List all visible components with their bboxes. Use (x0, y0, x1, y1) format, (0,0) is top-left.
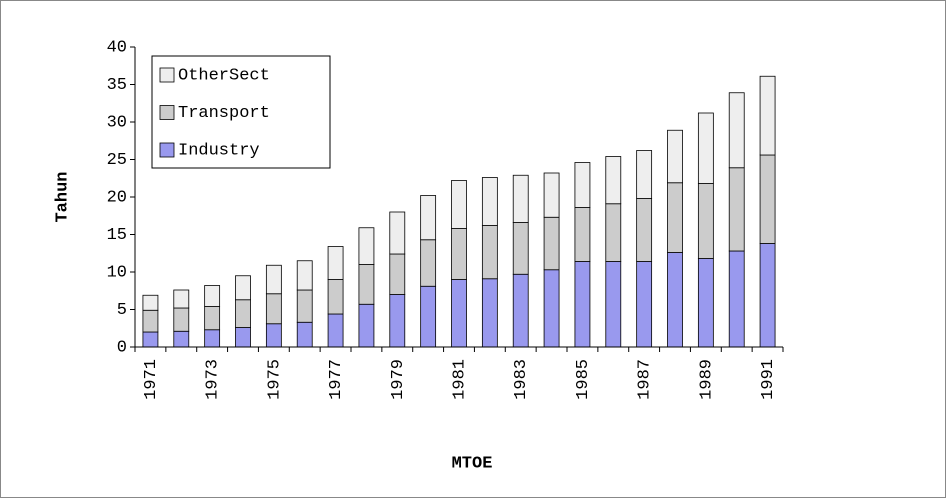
bar-segment (142, 309, 159, 333)
bar-segment (605, 261, 622, 348)
bar-segment (636, 150, 653, 199)
y-tick-label: 0 (117, 338, 127, 357)
y-tick-label: 20 (107, 188, 127, 207)
bar-segment (420, 195, 437, 241)
bar-segment (543, 172, 560, 218)
bar-segment (481, 225, 498, 280)
x-tick-label: 1983 (512, 359, 531, 400)
bar-segment (451, 180, 467, 229)
x-tick-label: 1989 (697, 359, 716, 400)
bar-segment (667, 182, 683, 253)
bar-segment (358, 264, 375, 305)
x-tick-label: 1979 (389, 359, 408, 400)
bar-segment (451, 279, 467, 348)
bar-segment (512, 174, 529, 223)
legend-swatch (159, 67, 175, 83)
bar-segment (296, 289, 313, 323)
bar-segment (142, 294, 159, 311)
bar-segment (759, 243, 776, 348)
bar-segment (235, 327, 251, 348)
y-axis-title: Tahun (53, 171, 72, 222)
y-tick-label: 35 (107, 76, 127, 95)
bar-segment (667, 129, 683, 184)
bar-segment (142, 331, 159, 348)
bar-segment (543, 216, 560, 271)
x-tick-label: 1987 (636, 359, 655, 400)
bar-segment (543, 269, 560, 348)
bar-segment (574, 261, 591, 348)
x-tick-label: 1985 (574, 359, 593, 400)
y-tick-label: 40 (107, 38, 127, 57)
bar-segment (667, 252, 683, 348)
bar-segment (265, 323, 282, 348)
y-tick-label: 25 (107, 151, 127, 170)
bar-segment (481, 278, 498, 348)
bar-segment (235, 299, 251, 328)
y-tick-label: 30 (107, 113, 127, 132)
bar-segment (574, 162, 591, 208)
bar-segment (327, 246, 344, 280)
bar-segment (605, 203, 622, 262)
legend-box (151, 55, 331, 169)
bar-segment (512, 273, 529, 348)
bar-segment (265, 264, 282, 295)
bar-segment (697, 112, 714, 184)
bar-segment (728, 167, 745, 252)
y-tick-label: 10 (107, 263, 127, 282)
bar-segment (728, 250, 745, 348)
y-tick-label: 5 (117, 301, 127, 320)
bar-segment (358, 227, 375, 265)
bar-segment (389, 211, 406, 255)
bar-segment (605, 156, 622, 205)
legend-label: Transport (178, 104, 270, 123)
bar-segment (358, 303, 375, 348)
x-tick-label: 1981 (450, 359, 469, 400)
legend-label: Industry (178, 141, 260, 160)
x-tick-label: 1971 (142, 359, 161, 400)
bar-segment (327, 279, 344, 315)
bar-segment (389, 294, 406, 348)
bar-segment (420, 239, 437, 287)
bar-segment (389, 253, 406, 295)
bar-segment (420, 285, 437, 348)
bar-segment (204, 329, 221, 348)
bar-segment (235, 275, 251, 301)
bar-segment (173, 289, 190, 309)
bar-segment (574, 207, 591, 262)
bar-segment (265, 293, 282, 325)
x-tick-label: 1991 (759, 359, 778, 400)
bar-segment (759, 154, 776, 244)
bar-segment (173, 307, 190, 332)
bar-segment (204, 306, 221, 331)
bar-segment (512, 222, 529, 275)
bar-segment (296, 260, 313, 291)
bar-segment (636, 198, 653, 262)
y-tick-label: 15 (107, 226, 127, 245)
bar-segment (697, 258, 714, 348)
x-axis-title: MTOE (452, 454, 493, 473)
bar-segment (728, 92, 745, 169)
bar-segment (451, 228, 467, 280)
bar-segment (759, 75, 776, 156)
bar-segment (173, 330, 190, 348)
bar-segment (636, 261, 653, 348)
bar-segment (327, 313, 344, 348)
x-tick-label: 1977 (327, 359, 346, 400)
legend-swatch (159, 105, 175, 120)
x-tick-label: 1973 (204, 359, 223, 400)
bar-segment (204, 285, 221, 307)
bar-segment (296, 321, 313, 348)
bar-segment (481, 177, 498, 226)
bar-segment (697, 183, 714, 259)
x-tick-label: 1975 (265, 359, 284, 400)
legend-swatch (159, 142, 175, 158)
legend-label: OtherSect (178, 66, 270, 85)
